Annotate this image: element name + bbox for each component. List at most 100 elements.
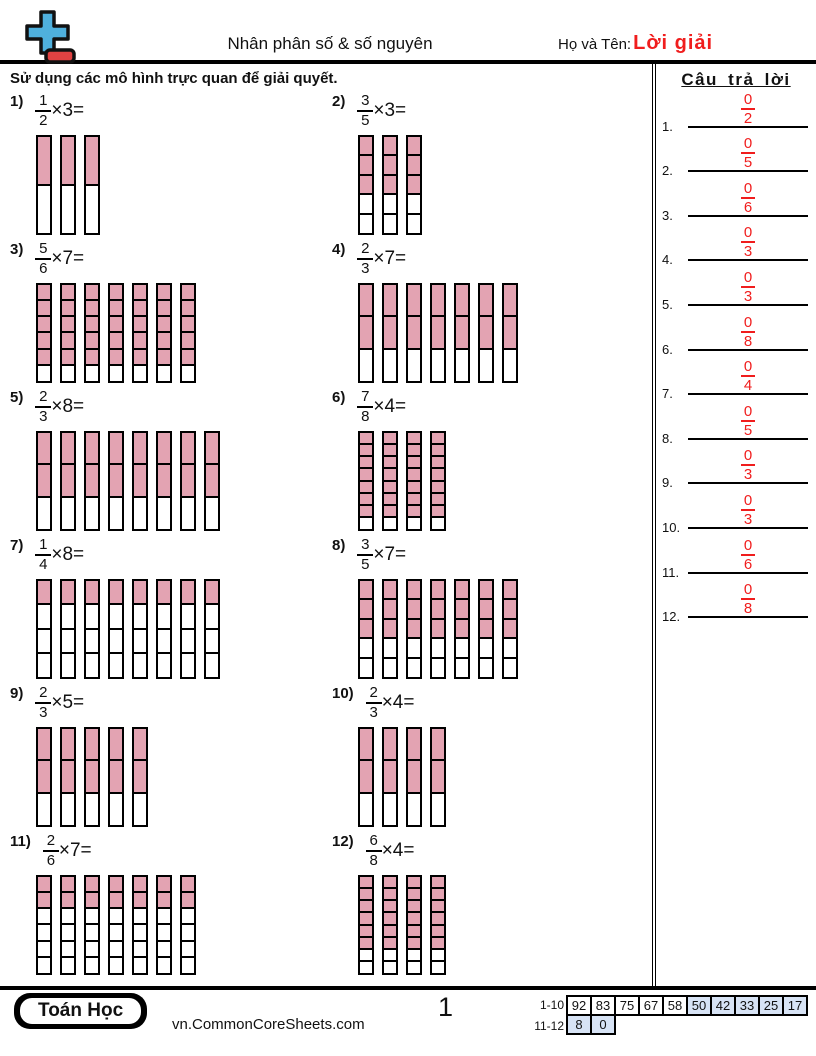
answer-fraction-bar bbox=[741, 107, 755, 110]
multiplier-text: ×7= bbox=[51, 247, 85, 269]
empty-cell bbox=[408, 212, 420, 233]
shaded-cell bbox=[110, 284, 122, 299]
answer-denominator: 3 bbox=[743, 510, 753, 528]
empty-cell bbox=[384, 212, 396, 233]
shaded-cell bbox=[110, 331, 122, 348]
answer-fraction-bar bbox=[741, 285, 755, 288]
answer-fraction-bar bbox=[741, 464, 755, 467]
score-row-label: 11-12 bbox=[534, 1019, 564, 1033]
shaded-cell bbox=[360, 154, 372, 174]
empty-cell bbox=[384, 347, 396, 381]
subject-badge: Toán Học bbox=[14, 993, 148, 1029]
empty-cell bbox=[206, 603, 218, 628]
answer-numerator: 0 bbox=[743, 179, 753, 197]
answer-number: 12. bbox=[662, 609, 681, 625]
empty-cell bbox=[62, 364, 74, 381]
shaded-cell bbox=[110, 315, 122, 332]
shaded-cell bbox=[480, 315, 492, 348]
empty-cell bbox=[134, 907, 146, 924]
empty-cell bbox=[134, 364, 146, 381]
empty-cell bbox=[432, 637, 444, 657]
fraction-numerator: 3 bbox=[361, 536, 370, 553]
name-area: Họ và Tên: Lời giải bbox=[558, 32, 713, 55]
shaded-cell bbox=[480, 580, 492, 599]
shaded-cell bbox=[480, 598, 492, 618]
shaded-cell bbox=[38, 347, 50, 365]
score-cell: 67 bbox=[638, 995, 664, 1016]
answer-numerator: 0 bbox=[743, 581, 753, 599]
fraction-bar-model bbox=[156, 874, 172, 975]
answer-numerator: 0 bbox=[743, 135, 753, 153]
empty-cell bbox=[158, 627, 170, 652]
shaded-cell bbox=[408, 284, 420, 316]
empty-cell bbox=[504, 347, 516, 381]
shaded-cell bbox=[360, 315, 372, 348]
fraction-bar-model bbox=[84, 134, 100, 235]
shaded-cell bbox=[360, 935, 372, 948]
answer-denominator: 2 bbox=[743, 109, 753, 127]
empty-cell bbox=[110, 652, 122, 677]
answer-number: 3. bbox=[662, 207, 673, 223]
problem: 9) 2 3 ×5= bbox=[6, 681, 328, 829]
answer-blank-line bbox=[688, 259, 808, 262]
empty-cell bbox=[62, 791, 74, 825]
fraction-numerator: 5 bbox=[39, 240, 48, 257]
shaded-cell bbox=[384, 911, 396, 924]
fraction-denominator: 6 bbox=[46, 851, 56, 869]
fraction-bar-model bbox=[406, 726, 422, 827]
empty-cell bbox=[408, 516, 420, 529]
empty-cell bbox=[110, 956, 122, 973]
empty-cell bbox=[408, 637, 420, 657]
fraction-bar-model bbox=[406, 282, 422, 383]
shaded-cell bbox=[504, 598, 516, 618]
problem: 3) 5 6 ×7= bbox=[6, 237, 328, 385]
empty-cell bbox=[432, 948, 444, 961]
fraction-bar bbox=[42, 849, 59, 852]
fraction-bar-model bbox=[60, 726, 76, 827]
problem-header: 2) 3 5 ×3= bbox=[332, 93, 650, 129]
empty-cell bbox=[408, 656, 420, 677]
fraction-numerator: 2 bbox=[369, 684, 378, 701]
fraction-denominator: 2 bbox=[39, 111, 48, 129]
score-cell: 42 bbox=[710, 995, 736, 1016]
answer-item: 2. 0 5 bbox=[656, 136, 816, 182]
shaded-cell bbox=[432, 504, 444, 517]
shaded-cell bbox=[158, 432, 170, 464]
multiplier-text: ×8= bbox=[51, 395, 85, 417]
bar-model bbox=[36, 578, 328, 679]
bar-model bbox=[36, 282, 328, 383]
shaded-cell bbox=[384, 491, 396, 504]
answer-number: 8. bbox=[662, 430, 673, 446]
empty-cell bbox=[432, 516, 444, 529]
bar-model bbox=[36, 134, 328, 235]
shaded-cell bbox=[408, 479, 420, 492]
empty-cell bbox=[134, 652, 146, 677]
fraction-bar bbox=[35, 701, 52, 704]
answer-number: 11. bbox=[662, 564, 680, 580]
plus-icon bbox=[25, 10, 70, 55]
empty-cell bbox=[62, 939, 74, 957]
answer-numerator: 0 bbox=[743, 358, 753, 376]
shaded-cell bbox=[86, 347, 98, 365]
answer-blank-line bbox=[688, 437, 808, 440]
fraction-bar bbox=[35, 405, 52, 408]
answer-numerator: 0 bbox=[743, 447, 753, 465]
answer-denominator: 6 bbox=[743, 198, 753, 216]
bar-model bbox=[358, 578, 650, 679]
shaded-cell bbox=[408, 136, 420, 155]
shaded-cell bbox=[432, 935, 444, 948]
shaded-cell bbox=[360, 455, 372, 468]
bar-model bbox=[36, 430, 328, 531]
fraction-bar-model bbox=[382, 282, 398, 383]
answer-blank-line bbox=[688, 214, 808, 217]
fraction-bar-model bbox=[478, 578, 494, 679]
answer-blank-line bbox=[688, 616, 808, 619]
shaded-cell bbox=[134, 347, 146, 365]
empty-cell bbox=[360, 656, 372, 677]
problem-number: 2) bbox=[332, 93, 346, 110]
